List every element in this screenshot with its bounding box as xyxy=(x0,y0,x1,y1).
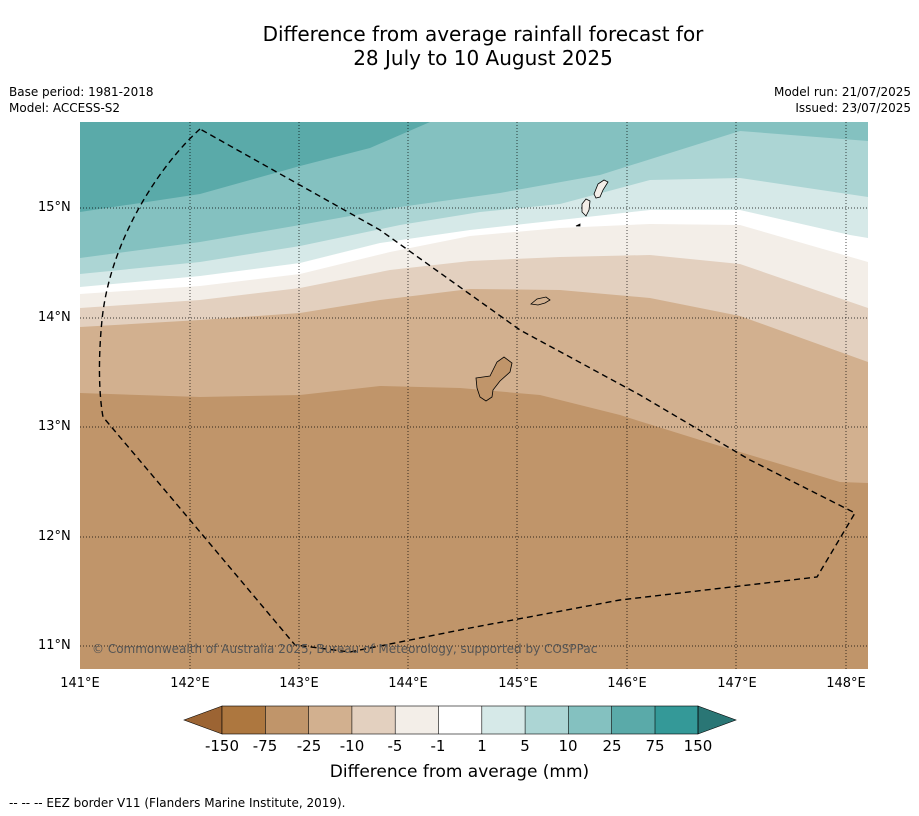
colorbar xyxy=(183,705,737,735)
tinian-island xyxy=(581,198,591,217)
colorbar-tick-label: 150 xyxy=(683,737,713,755)
colorbar-tick-label: 25 xyxy=(602,737,622,755)
island-outlines xyxy=(475,179,609,402)
lon-label-146e: 146°E xyxy=(607,676,647,691)
colorbar-bin-4 xyxy=(351,706,396,734)
graticule xyxy=(80,122,868,669)
left-meta: Base period: 1981-2018 Model: ACCESS-S2 xyxy=(9,84,154,116)
colorbar-tick-label: 10 xyxy=(558,737,578,755)
band-minus25-minus75 xyxy=(80,386,868,669)
right-meta: Model run: 21/07/2025 Issued: 23/07/2025 xyxy=(774,84,911,116)
guam-island xyxy=(475,356,513,402)
colorbar-tick-label: 5 xyxy=(520,737,530,755)
lon-label-145e: 145°E xyxy=(498,676,538,691)
chart-title: Difference from average rainfall forecas… xyxy=(0,22,919,70)
colorbar-dividers xyxy=(264,706,656,734)
colorbar-frame xyxy=(221,705,699,735)
colorbar-tick-label: -150 xyxy=(204,737,240,755)
colorbar-bin-7 xyxy=(481,706,526,734)
lat-label-12n: 12°N xyxy=(38,529,71,544)
colorbar-tick-label: -1 xyxy=(430,737,446,755)
colorbar-bin-6 xyxy=(438,706,482,734)
colorbar-tick-label: -5 xyxy=(387,737,403,755)
colorbar-tick-label: -25 xyxy=(296,737,322,755)
copyright-text: © Commonwealth of Australia 2025, Bureau… xyxy=(92,642,597,656)
rainfall-contours xyxy=(80,122,868,669)
lon-label-148e: 148°E xyxy=(826,676,866,691)
colorbar-bin-1 xyxy=(222,706,266,734)
colorbar-bin-3 xyxy=(308,706,352,734)
colorbar-title: Difference from average (mm) xyxy=(329,762,590,782)
eez-footnote: -- -- -- EEZ border V11 (Flanders Marine… xyxy=(9,796,346,810)
model-run-text: Model run: 21/07/2025 xyxy=(773,85,911,99)
lat-label-15n: 15°N xyxy=(38,200,71,215)
lon-label-141e: 141°E xyxy=(60,676,100,691)
rota-island xyxy=(530,296,551,306)
lat-label-13n: 13°N xyxy=(38,419,71,434)
lon-label-144e: 144°E xyxy=(388,676,428,691)
lat-label-11n: 11°N xyxy=(38,638,71,653)
colorbar-tick-label: 75 xyxy=(645,737,665,755)
colorbar-bin-11 xyxy=(655,706,698,734)
lon-label-143e: 143°E xyxy=(279,676,319,691)
colorbar-bin-2 xyxy=(265,706,309,734)
base-period-text: Base period: 1981-2018 xyxy=(9,85,154,99)
colorbar-tick-label: -75 xyxy=(252,737,278,755)
lon-label-147e: 147°E xyxy=(717,676,757,691)
colorbar-above-arrow xyxy=(697,705,737,735)
lon-label-142e: 142°E xyxy=(170,676,210,691)
model-text: Model: ACCESS-S2 xyxy=(9,101,121,115)
colorbar-tick-label: -10 xyxy=(339,737,365,755)
colorbar-bin-10 xyxy=(611,706,655,734)
issued-text: Issued: 23/07/2025 xyxy=(795,101,911,115)
title-line-2: 28 July to 10 August 2025 xyxy=(353,46,613,70)
saipan-island xyxy=(593,179,609,199)
lat-label-14n: 14°N xyxy=(38,310,71,325)
aguijan-island xyxy=(575,223,581,227)
colorbar-bin-8 xyxy=(525,706,569,734)
colorbar-bin-5 xyxy=(395,706,439,734)
colorbar-tick-label: 1 xyxy=(477,737,487,755)
colorbar-bin-9 xyxy=(568,706,612,734)
title-line-1: Difference from average rainfall forecas… xyxy=(262,22,704,46)
colorbar-below-arrow xyxy=(183,705,223,735)
eez-border xyxy=(98,128,856,653)
